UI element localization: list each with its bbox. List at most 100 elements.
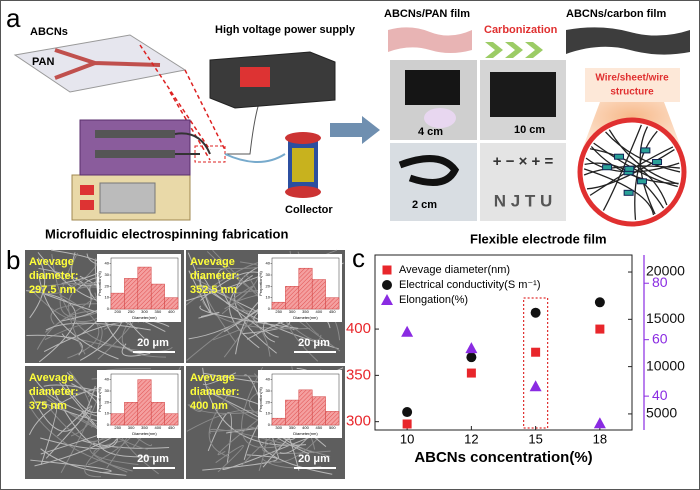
caption: diameter: [29, 270, 79, 282]
marker [595, 324, 605, 334]
symbols: + − × + = [493, 153, 554, 170]
x-tick-label: 350 [141, 425, 148, 430]
wires [583, 124, 681, 220]
histogram-bar [311, 396, 326, 426]
caption: Avevage [190, 372, 235, 384]
y-tick-label: 400 [346, 320, 371, 337]
y2-tick-label: 5000 [646, 405, 677, 421]
channel [54, 48, 161, 80]
caption: Flexible electrode film [470, 231, 607, 246]
caption: diameter: [29, 386, 79, 398]
fiber [29, 257, 46, 319]
zoom-lines [139, 44, 226, 161]
y-tick-label: 10 [105, 295, 110, 300]
marker [530, 307, 541, 318]
histogram-bar [137, 266, 152, 310]
fiber [40, 403, 58, 465]
fiber [51, 254, 131, 349]
y-tick-label: 300 [346, 413, 371, 430]
y-tick-label: 20 [266, 399, 271, 404]
y-axis-label: Proportion(%) [97, 387, 102, 412]
histogram-bar [311, 279, 326, 310]
marker [593, 417, 606, 429]
y-tick-label: 30 [105, 272, 110, 277]
tube [174, 132, 211, 155]
fiber [186, 409, 267, 472]
x-axis-label: Diameter(nm) [293, 431, 318, 436]
x-tick-label: 350 [155, 309, 162, 314]
x-axis-label: Diameter(nm) [293, 315, 318, 320]
histogram-bar [150, 402, 165, 426]
x-axis-label: ABCNs concentration(%) [414, 449, 592, 466]
fiber [28, 404, 133, 472]
caption: 400 nm [190, 400, 228, 412]
histogram-bar [325, 297, 340, 310]
jet [224, 153, 286, 163]
x-tick-label: 400 [168, 309, 175, 314]
button [80, 185, 94, 195]
x-tick-label: 400 [316, 309, 323, 314]
y-tick-label: 20 [266, 283, 271, 288]
y-tick-label: 40 [266, 261, 271, 266]
panel-c: c 300 350 400 5000 10000 15000 20000 40 60 80 10 12… [346, 243, 685, 466]
rolled-film [398, 155, 460, 186]
scale-bar-label: 20 μm [137, 453, 169, 465]
marker [401, 325, 414, 337]
caption: 352.5 nm [190, 284, 237, 296]
y-tick-label: 40 [105, 377, 110, 382]
fiber [241, 366, 281, 449]
histogram-bar [164, 413, 179, 426]
histogram-bar [285, 286, 300, 310]
marker [466, 352, 477, 363]
legend-label: Avevage diameter(nm) [399, 264, 510, 276]
x-tick-label: 300 [289, 309, 296, 314]
sheet [602, 164, 613, 171]
structure-label: Wire/sheet/wire [595, 73, 669, 84]
y3-tick-label: 60 [652, 330, 668, 346]
marker [402, 419, 412, 429]
x-tick-label: 250 [114, 425, 121, 430]
caption: Microfluidic electrospinning fabrication [45, 226, 288, 241]
collector-coat [292, 148, 314, 182]
histogram-bar [137, 379, 152, 426]
wire [593, 142, 678, 188]
x-tick-label: 450 [316, 425, 323, 430]
fiber [203, 286, 237, 343]
x-tick-label: 250 [275, 309, 282, 314]
x-tick-label: 350 [302, 309, 309, 314]
syringe [95, 130, 175, 138]
scale-bar-label: 20 μm [298, 453, 330, 465]
label: ABCNs/PAN film [384, 8, 470, 20]
legend-marker [382, 280, 392, 290]
scale: 2 cm [412, 199, 437, 211]
y-axis-label: Proportion(%) [258, 271, 263, 296]
power-supply [209, 51, 336, 109]
legend-label: Elongation(%) [399, 294, 468, 306]
display [240, 67, 270, 87]
x-tick-label: 500 [329, 425, 336, 430]
fiber [59, 252, 98, 318]
histogram-bar [164, 297, 179, 310]
photo [480, 143, 566, 221]
sheet [624, 165, 635, 172]
y-tick-label: 0 [268, 422, 271, 427]
x-tick-label: 10 [400, 431, 414, 446]
letters: N J T U [494, 191, 553, 210]
carbon-film [566, 27, 690, 55]
legend-marker [382, 265, 392, 275]
button [80, 200, 94, 210]
structure-label: structure [610, 87, 654, 98]
screen [99, 182, 156, 214]
y-tick-label: 10 [266, 295, 271, 300]
caption: 375 nm [29, 400, 67, 412]
wire [605, 131, 681, 173]
pan-film [388, 27, 472, 53]
wire [589, 146, 674, 196]
marker [466, 368, 476, 378]
y3-tick-label: 80 [652, 274, 668, 290]
wire [634, 130, 658, 220]
y-tick-label: 0 [107, 306, 110, 311]
label: High voltage power supply [215, 24, 356, 36]
y-axis-label: Proportion(%) [258, 387, 263, 412]
fiber [26, 334, 83, 356]
